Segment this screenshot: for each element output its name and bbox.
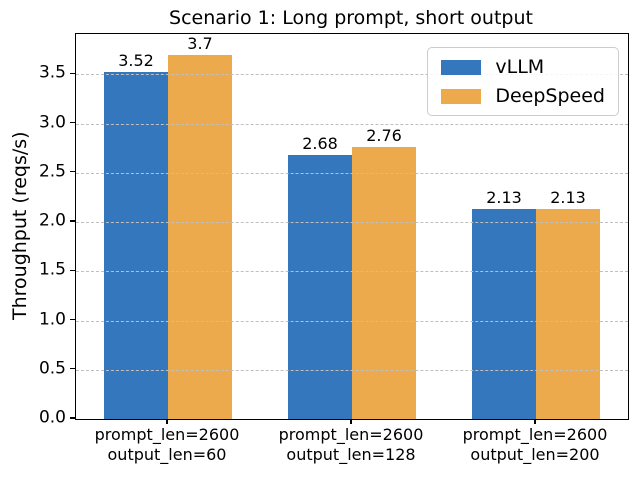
y-tick-mark [70,417,75,419]
legend: vLLM DeepSpeed [427,47,619,116]
y-tick-mark [70,269,75,271]
y-tick-mark [70,122,75,124]
bar-deepspeed-group2 [352,147,416,419]
y-tick-label: 0.0 [38,407,66,428]
x-tick-label-group1: prompt_len=2600 output_len=60 [57,425,277,465]
x-tick-mark [166,419,168,424]
y-tick-label: 0.5 [38,358,66,379]
legend-swatch-vllm [441,59,482,75]
y-tick-label: 3.0 [38,112,66,133]
x-tick-label-group3: prompt_len=2600 output_len=200 [425,425,640,465]
bar-value-label: 3.52 [118,51,154,71]
gridline [76,222,628,224]
x-tick-label-line: output_len=60 [107,445,227,464]
y-tick-label: 1.5 [38,259,66,280]
x-tick-label-line: output_len=128 [286,445,416,464]
y-tick-label: 2.0 [38,210,66,231]
y-tick-mark [70,72,75,74]
bar-vllm-group3 [472,209,536,419]
bar-value-label: 2.68 [302,134,338,154]
y-tick-mark [70,318,75,321]
y-tick-label: 1.0 [38,309,66,330]
y-tick-mark [70,368,75,370]
bar-value-label: 2.76 [366,126,402,146]
legend-label: DeepSpeed [495,85,605,107]
x-tick-label-line: prompt_len=2600 [94,425,240,444]
x-tick-label-line: prompt_len=2600 [462,425,608,444]
y-tick-mark [70,171,75,173]
bar-vllm-group2 [288,155,352,419]
bar-deepspeed-group3 [536,209,600,419]
y-tick-label: 2.5 [38,161,66,182]
legend-item-deepspeed: DeepSpeed [441,85,605,107]
chart-title: Scenario 1: Long prompt, short output [169,7,533,29]
legend-swatch-deepspeed [441,88,482,104]
legend-label: vLLM [495,56,545,78]
gridline [76,74,628,76]
gridline [76,320,628,322]
bar-value-label: 2.13 [486,188,522,208]
y-tick-mark [70,220,75,222]
gridline [76,123,628,125]
bar-deepspeed-group1 [168,54,232,419]
x-tick-label-line: output_len=200 [470,445,600,464]
y-tick-label: 3.5 [38,62,66,83]
gridline [76,271,628,273]
plot-area: 3.52 2.68 2.13 3.7 2.76 2.13 vLLM DeepSpeed [75,33,629,420]
x-tick-mark [350,419,352,424]
legend-item-vllm: vLLM [441,56,605,78]
bar-value-label: 2.13 [550,188,586,208]
x-tick-mark [534,419,536,424]
gridline [76,369,628,371]
bar-value-label: 3.7 [187,33,213,53]
gridline [76,172,628,174]
x-tick-label-line: prompt_len=2600 [278,425,424,444]
x-tick-label-group2: prompt_len=2600 output_len=128 [241,425,461,465]
bar-vllm-group1 [104,72,168,419]
